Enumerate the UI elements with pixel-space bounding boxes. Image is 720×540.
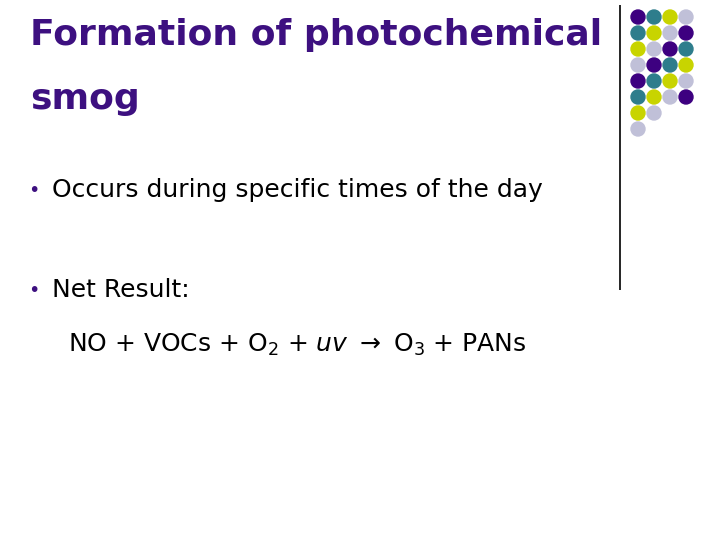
Circle shape bbox=[631, 90, 645, 104]
Circle shape bbox=[647, 90, 661, 104]
Circle shape bbox=[679, 58, 693, 72]
Circle shape bbox=[631, 42, 645, 56]
Circle shape bbox=[647, 10, 661, 24]
Text: Net Result:: Net Result: bbox=[52, 278, 189, 302]
Circle shape bbox=[679, 74, 693, 88]
Circle shape bbox=[647, 58, 661, 72]
Circle shape bbox=[679, 42, 693, 56]
Circle shape bbox=[631, 26, 645, 40]
Circle shape bbox=[631, 74, 645, 88]
Circle shape bbox=[631, 122, 645, 136]
Text: •: • bbox=[28, 280, 40, 300]
Circle shape bbox=[679, 90, 693, 104]
Text: smog: smog bbox=[30, 82, 140, 116]
Circle shape bbox=[663, 58, 677, 72]
Circle shape bbox=[647, 106, 661, 120]
Circle shape bbox=[679, 10, 693, 24]
Circle shape bbox=[663, 10, 677, 24]
Text: Formation of photochemical: Formation of photochemical bbox=[30, 18, 602, 52]
Circle shape bbox=[663, 74, 677, 88]
Text: •: • bbox=[28, 180, 40, 199]
Circle shape bbox=[647, 26, 661, 40]
Circle shape bbox=[631, 10, 645, 24]
Text: NO + VOCs + O$_2$ + $\it{uv}$ $\rightarrow$ O$_3$ + PANs: NO + VOCs + O$_2$ + $\it{uv}$ $\rightarr… bbox=[68, 332, 526, 358]
Text: Occurs during specific times of the day: Occurs during specific times of the day bbox=[52, 178, 543, 202]
Circle shape bbox=[631, 58, 645, 72]
Circle shape bbox=[647, 42, 661, 56]
Circle shape bbox=[647, 74, 661, 88]
Circle shape bbox=[663, 26, 677, 40]
Circle shape bbox=[679, 26, 693, 40]
Circle shape bbox=[631, 106, 645, 120]
Circle shape bbox=[663, 42, 677, 56]
Circle shape bbox=[663, 90, 677, 104]
